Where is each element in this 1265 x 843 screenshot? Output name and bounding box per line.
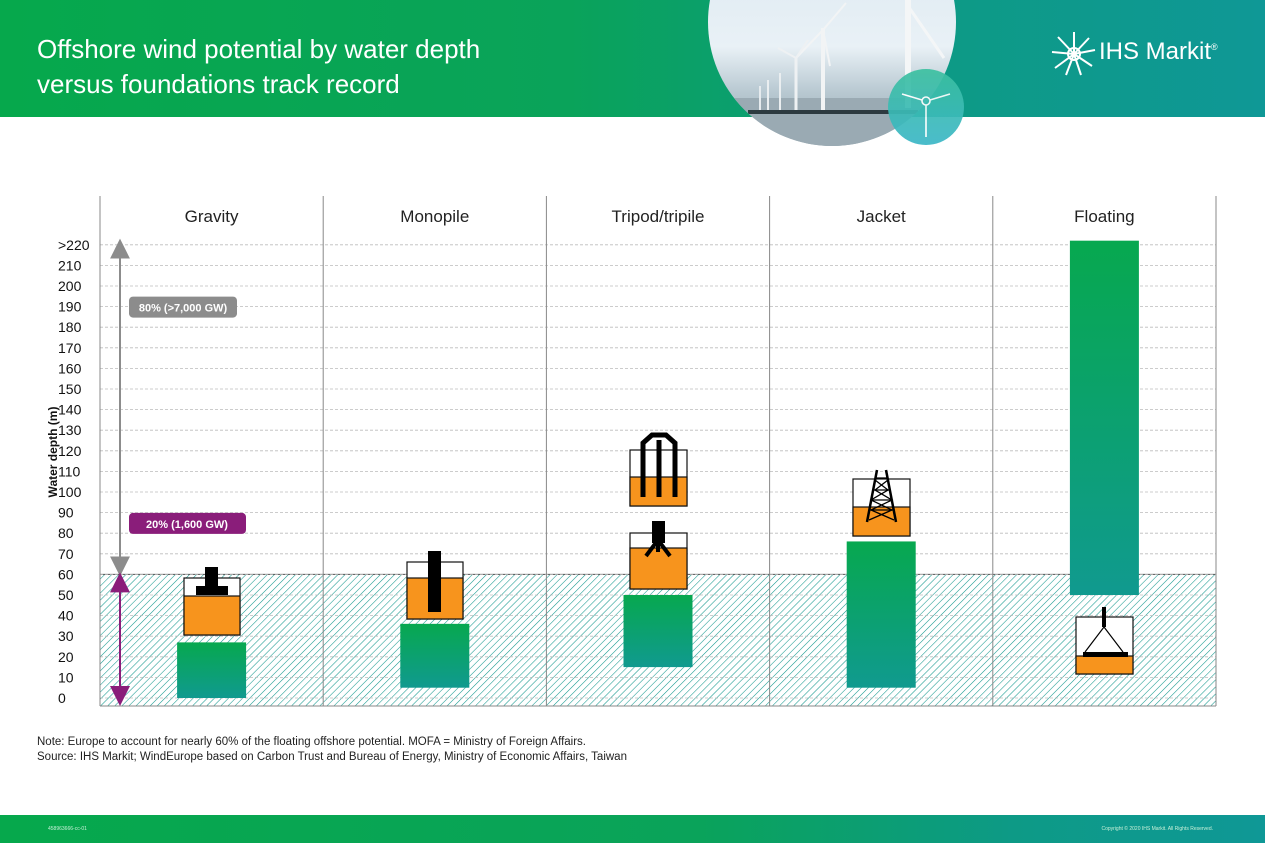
y-axis-ticks: 0 10 20 30 40 50 60 70 80 90 100 110 120 130 140 150 160… (46, 237, 90, 706)
y-tick-label: 70 (58, 546, 74, 562)
wind-turbine-icon (901, 93, 951, 137)
jacket-foundation-icon (852, 469, 911, 537)
deep-water-badge (129, 296, 237, 318)
y-tick-label: 40 (58, 608, 74, 624)
y-tick-label: 130 (58, 422, 82, 438)
shallow-water-badge (129, 512, 246, 534)
y-tick-label: 150 (58, 381, 82, 397)
ihs-markit-logo-icon (1051, 32, 1096, 76)
gravity-foundation-icon (183, 567, 241, 636)
y-tick-label: 200 (58, 278, 82, 294)
y-tick-label: 170 (58, 340, 82, 356)
note-text: Note: Europe to account for nearly 60% o… (37, 736, 586, 748)
floating-foundation-icon (1075, 607, 1134, 675)
y-tick-label: 30 (58, 628, 74, 644)
category-labels: Gravity Monopile Tripod/tripile Jacket Float… (185, 207, 1135, 226)
y-tick-label: 140 (58, 402, 82, 418)
logo-text: IHS Markit® (1099, 38, 1218, 65)
y-tick-label: 60 (58, 566, 74, 582)
depth-bar-floating (1069, 240, 1139, 595)
page-title: Offshore wind potential by water depth v… (37, 32, 480, 102)
category-label: Jacket (857, 207, 906, 226)
depth-bar-tripod-tripile (623, 595, 693, 668)
foundation-icons (183, 432, 1134, 675)
y-tick-label: 180 (58, 319, 82, 335)
title-line-2: versus foundations track record (37, 69, 400, 99)
footer-copyright: Copyright © 2020 IHS Markit. All Rights … (1101, 826, 1213, 832)
y-tick-label: 10 (58, 669, 74, 685)
y-tick-label: 0 (58, 690, 66, 706)
y-tick-label: 100 (58, 484, 82, 500)
depth-bar-jacket (846, 541, 916, 688)
y-tick-label: 50 (58, 587, 74, 603)
source-text: Source: IHS Markit; WindEurope based on … (37, 751, 627, 763)
y-axis-label: Water depth (m) (46, 407, 60, 498)
y-tick-label: 120 (58, 443, 82, 459)
tripod-foundation-icon (629, 521, 688, 590)
y-tick-label: 190 (58, 299, 82, 315)
gridlines (100, 244, 1216, 699)
chart-notes: Note: Europe to account for nearly 60% o… (37, 735, 627, 765)
category-label: Floating (1074, 207, 1134, 226)
y-tick-label: 210 (58, 257, 82, 273)
y-tick-label: 80 (58, 525, 74, 541)
y-tick-label: 20 (58, 649, 74, 665)
depth-bar-monopile (400, 623, 470, 688)
turbine-badge (888, 69, 964, 145)
y-tick-label: >220 (58, 237, 90, 253)
monopile-foundation-icon (406, 551, 464, 620)
footer-id: 458963666-cc-01 (48, 826, 87, 832)
category-label: Monopile (400, 207, 469, 226)
potential-annotations: 80% (>7,000 GW) 20% (1,600 GW) (110, 238, 246, 706)
column-dividers (99, 196, 1217, 707)
tripile-foundation-icon (629, 432, 688, 507)
depth-bar-gravity (177, 642, 247, 698)
y-tick-label: 160 (58, 360, 82, 376)
y-tick-label: 90 (58, 505, 74, 521)
category-label: Tripod/tripile (612, 207, 705, 226)
depth-bars (177, 240, 1139, 698)
header-banner (0, 0, 1265, 117)
deep-water-badge-text: 80% (>7,000 GW) (139, 303, 228, 315)
title-line-1: Offshore wind potential by water depth (37, 34, 481, 64)
y-tick-label: 110 (58, 463, 81, 479)
shallow-water-badge-text: 20% (1,600 GW) (146, 519, 228, 531)
footer-banner: 458963666-cc-01 Copyright © 2020 IHS Mar… (0, 815, 1265, 843)
category-label: Gravity (185, 207, 239, 226)
